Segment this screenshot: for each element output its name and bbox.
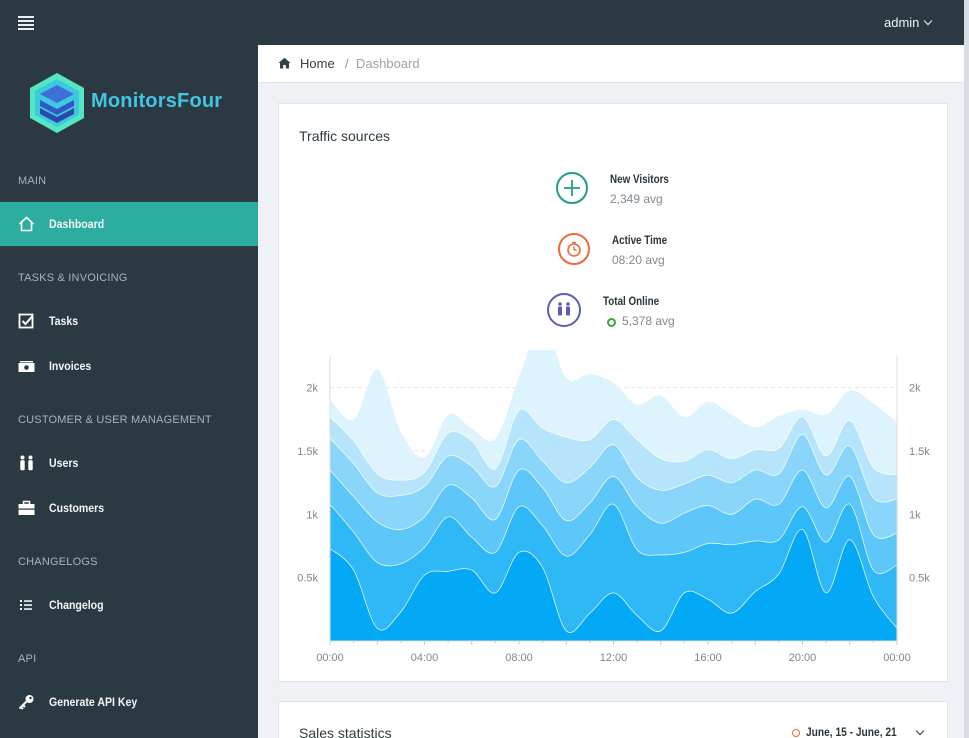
sidebar-item-users[interactable]: Users — [0, 441, 258, 485]
date-range-dot-icon — [792, 729, 800, 737]
sales-statistics-card: Sales statistics June, 15 - June, 21 — [278, 701, 948, 738]
sidebar-item-label: Generate API Key — [49, 695, 138, 709]
sidebar-item-customers[interactable]: Customers — [0, 486, 258, 530]
breadcrumb: Home / Dashboard — [258, 45, 964, 83]
x-tick-label: 16:00 — [694, 652, 722, 664]
date-range-dropdown[interactable]: June, 15 - June, 21 — [792, 725, 924, 738]
section-title-customer-user: CUSTOMER & USER MANAGEMENT — [18, 414, 212, 426]
breadcrumb-current: Dashboard — [356, 56, 420, 71]
stat-value: 08:20 avg — [612, 253, 665, 267]
app-name: MonitorsFour — [91, 90, 223, 112]
sidebar: MonitorsFour MAIN Dashboard TASKS & INVO… — [0, 45, 258, 738]
sidebar-item-dashboard[interactable]: Dashboard — [0, 202, 258, 246]
check-square-icon — [18, 313, 34, 329]
x-tick-label: 20:00 — [789, 652, 817, 664]
menu-toggle-icon[interactable] — [18, 16, 34, 30]
y-tick-label-right: 1.5k — [909, 446, 930, 458]
home-icon — [278, 57, 291, 69]
sidebar-item-invoices[interactable]: Invoices — [0, 344, 258, 388]
section-title-changelogs: CHANGELOGS — [18, 556, 98, 568]
section-title-main: MAIN — [18, 175, 47, 187]
area-series-1 — [329, 529, 898, 642]
x-tick-label: 00:00 — [883, 652, 911, 664]
sidebar-item-label: Tasks — [49, 314, 79, 328]
y-tick-label-right: 0.5k — [909, 573, 930, 585]
top-bar: admin — [0, 0, 969, 45]
stat-label: Active Time — [612, 233, 668, 247]
sidebar-item-label: Dashboard — [49, 217, 105, 231]
card-title: Traffic sources — [299, 128, 391, 144]
x-tick-label: 08:00 — [505, 652, 533, 664]
users-icon — [547, 293, 581, 327]
card-title: Sales statistics — [299, 725, 392, 738]
sidebar-item-generate-api-key[interactable]: Generate API Key — [0, 680, 258, 724]
y-tick-label-left: 1k — [306, 509, 318, 521]
x-tick-label: 04:00 — [411, 652, 439, 664]
y-tick-label-right: 2k — [909, 383, 921, 395]
money-icon — [18, 361, 35, 372]
y-tick-label-left: 2k — [306, 383, 318, 395]
sidebar-item-label: Customers — [49, 501, 105, 515]
breadcrumb-home-link[interactable]: Home — [300, 56, 335, 71]
users-icon — [20, 455, 33, 471]
cube-logo-icon — [30, 73, 84, 133]
section-title-api: API — [18, 653, 37, 665]
chevron-down-icon — [924, 16, 933, 26]
user-menu[interactable]: admin — [884, 15, 933, 30]
chevron-down-icon — [915, 726, 924, 736]
briefcase-icon — [18, 500, 35, 515]
sidebar-item-label: Changelog — [49, 598, 104, 612]
sidebar-item-label: Invoices — [49, 359, 92, 373]
stat-value: 2,349 avg — [610, 192, 663, 206]
logo[interactable]: MonitorsFour — [28, 71, 228, 135]
y-tick-label-right: 1k — [909, 509, 921, 521]
section-title-tasks: TASKS & INVOICING — [18, 272, 128, 284]
stat-value: 5,378 avg — [622, 314, 675, 328]
y-tick-label-left: 0.5k — [297, 573, 318, 585]
sidebar-item-label: Users — [49, 456, 79, 470]
plus-icon — [556, 172, 588, 204]
x-tick-label: 12:00 — [600, 652, 628, 664]
stopwatch-icon — [558, 233, 590, 265]
home-icon — [18, 216, 35, 232]
online-status-dot — [607, 318, 616, 327]
sidebar-item-tasks[interactable]: Tasks — [0, 299, 258, 343]
user-name: admin — [884, 15, 920, 30]
date-range-label: June, 15 - June, 21 — [806, 725, 897, 738]
breadcrumb-separator: / — [345, 56, 349, 71]
list-icon — [20, 600, 32, 610]
scrollbar[interactable] — [964, 0, 969, 738]
stat-label: New Visitors — [610, 172, 669, 186]
traffic-area-chart: 00:00 04:00 08:00 12:00 16:00 20:00 00:00 0.5k 0… — [297, 350, 930, 664]
stat-label: Total Online — [603, 294, 660, 308]
y-tick-label-left: 1.5k — [297, 446, 318, 458]
key-icon — [18, 695, 34, 710]
sidebar-item-changelog[interactable]: Changelog — [0, 583, 258, 627]
x-tick-label: 00:00 — [316, 652, 344, 664]
